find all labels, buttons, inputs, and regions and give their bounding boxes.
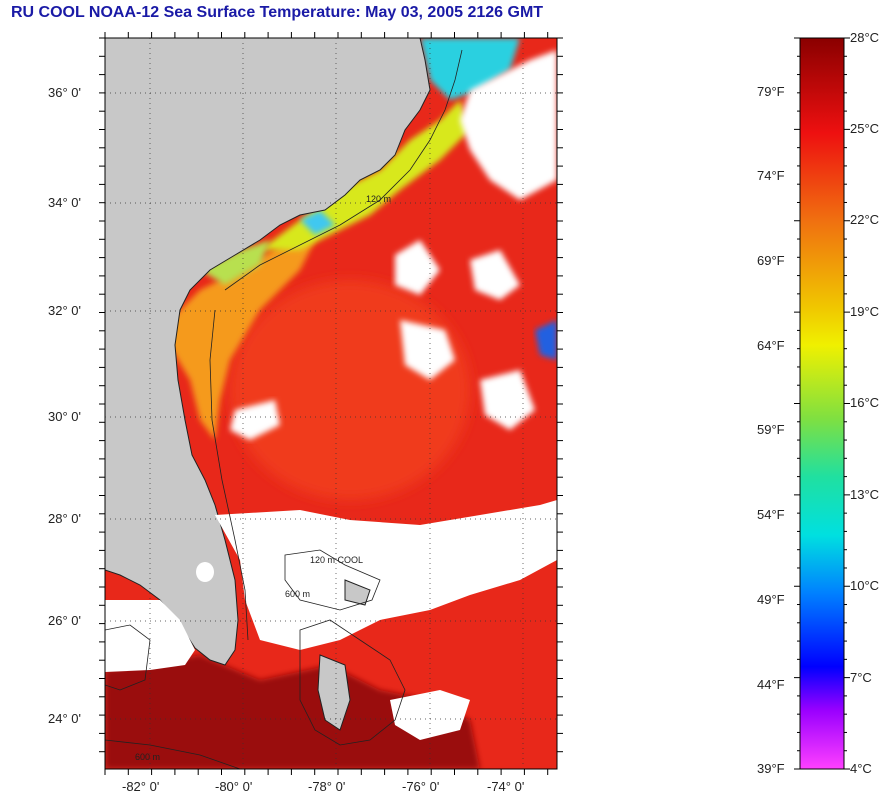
fahrenheit-label: 79°F [757,84,785,99]
map-title: RU COOL NOAA-12 Sea Surface Temperature:… [11,4,544,21]
isobath-contour [224,49,463,291]
lon-label: -80° 0' [215,779,253,794]
fahrenheit-label: 69°F [757,253,785,268]
celsius-label: 10°C [850,578,880,593]
axis-ticks [99,32,563,775]
celsius-label: 13°C [850,487,880,502]
fahrenheit-label: 64°F [757,338,785,353]
fahrenheit-label: 39°F [757,761,785,776]
contour-label: 120 m COOL [310,555,363,565]
lat-label: 30° 0' [48,409,81,424]
fahrenheit-label: 59°F [757,422,785,437]
celsius-label: 19°C [850,304,880,319]
lon-label: -74° 0' [487,779,525,794]
lat-label: 34° 0' [48,195,81,210]
colorbar-gradient [799,37,845,770]
lon-label: -76° 0' [402,779,440,794]
lat-label: 26° 0' [48,613,81,628]
lat-label: 36° 0' [48,85,81,100]
lon-label: -78° 0' [308,779,346,794]
coastal-cold-water [420,38,520,100]
lon-label: -82° 0' [122,779,160,794]
lat-label: 24° 0' [48,711,81,726]
gridlines [105,38,557,769]
fahrenheit-label: 54°F [757,507,785,522]
cloud-cover [215,500,557,650]
celsius-label: 25°C [850,121,880,136]
fahrenheit-label: 49°F [757,592,785,607]
celsius-label: 22°C [850,212,880,227]
celsius-label: 28°C [850,30,880,45]
celsius-label: 16°C [850,395,880,410]
fahrenheit-label: 44°F [757,677,785,692]
celsius-label: 4°C [850,761,872,776]
lat-label: 28° 0' [48,511,81,526]
contour-label: 120 m [366,194,391,204]
contour-label: 600 m [285,589,310,599]
hot-water-region [105,655,480,769]
lat-label: 32° 0' [48,303,81,318]
celsius-label: 7°C [850,670,872,685]
contour-label: 600 m [135,752,160,762]
land-mass [105,38,431,666]
fahrenheit-label: 74°F [757,168,785,183]
island-land [317,654,351,731]
shelf-warm-band [160,230,320,440]
